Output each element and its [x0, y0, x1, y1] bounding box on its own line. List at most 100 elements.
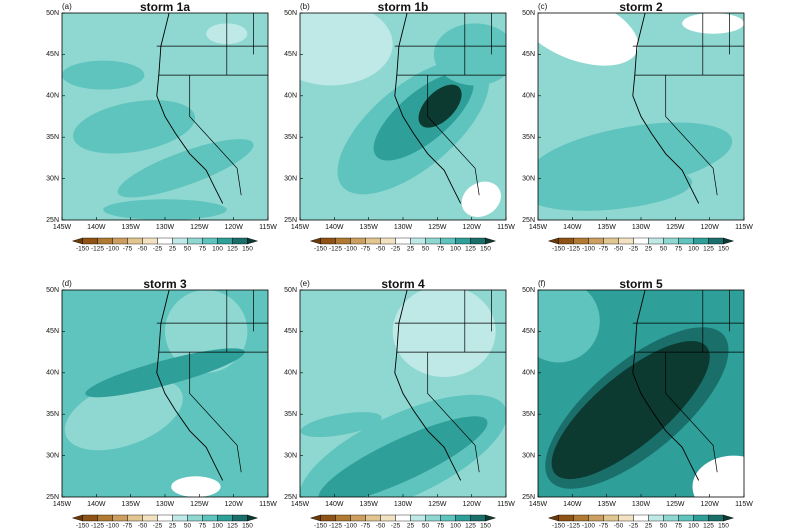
lon-label: 120W	[463, 501, 482, 508]
panel-title: storm 2	[619, 0, 663, 14]
panel-label: (a)	[62, 2, 72, 11]
colorbar-extension	[485, 237, 497, 245]
colorbar-extension	[71, 514, 83, 522]
lon-label: 120W	[225, 501, 244, 508]
colorbar-label: -25	[629, 523, 639, 530]
colorbar-segment	[648, 514, 664, 522]
colorbar-label: 25	[169, 523, 177, 530]
colorbar-label: 150	[718, 246, 729, 253]
lat-label: 25N	[46, 494, 59, 501]
colorbar-label: 50	[660, 523, 668, 530]
lat-label: 50N	[522, 287, 535, 294]
map-panel	[62, 13, 268, 220]
lon-label: 115W	[259, 501, 277, 508]
lon-label: 115W	[735, 224, 753, 231]
lat-label: 50N	[284, 287, 297, 294]
lat-label: 40N	[284, 93, 297, 100]
coastline	[394, 13, 462, 204]
colorbar-segment	[172, 514, 188, 522]
colorbar-extension	[723, 237, 735, 245]
colorbar-label: -150	[552, 523, 565, 530]
lon-label: 130W	[156, 501, 175, 508]
field-contour	[692, 455, 744, 497]
colorbar-segment	[232, 514, 248, 522]
lon-label: 140W	[87, 501, 106, 508]
colorbar-segment	[365, 237, 381, 245]
colorbar-label: -100	[582, 246, 595, 253]
colorbar-segment	[410, 237, 426, 245]
lon-label: 120W	[701, 501, 720, 508]
colorbar-segment	[455, 237, 471, 245]
lon-label: 135W	[360, 501, 379, 508]
coastline	[394, 290, 462, 481]
lat-label: 45N	[46, 328, 59, 335]
lon-label: 120W	[701, 224, 720, 231]
panel-title: storm 3	[143, 277, 187, 291]
colorbar-label: 125	[465, 246, 476, 253]
panel-title: storm 5	[619, 277, 663, 291]
lon-label: 135W	[122, 501, 141, 508]
colorbar-segment	[558, 237, 574, 245]
lat-label: 40N	[46, 370, 59, 377]
colorbar-label: -75	[123, 523, 133, 530]
lon-label: 135W	[122, 224, 141, 231]
colorbar-segment	[440, 514, 456, 522]
colorbar-segment	[425, 237, 441, 245]
colorbar-extension	[547, 514, 559, 522]
colorbar-label: 75	[675, 246, 683, 253]
colorbar-segment	[395, 514, 411, 522]
lat-label: 25N	[46, 217, 59, 224]
lon-label: 130W	[156, 224, 175, 231]
lat-label: 50N	[522, 10, 535, 17]
colorbar-extension	[71, 237, 83, 245]
field-contour	[538, 167, 693, 211]
colorbar-label: 125	[227, 523, 238, 530]
colorbar-label: 75	[675, 523, 683, 530]
lon-label: 125W	[190, 501, 209, 508]
field-contour	[538, 13, 639, 66]
colorbar-segment	[618, 514, 634, 522]
field-contour	[117, 139, 254, 198]
lat-label: 50N	[46, 10, 59, 17]
colorbar-segment	[708, 237, 724, 245]
lat-label: 30N	[522, 175, 535, 182]
colorbar-segment	[603, 237, 619, 245]
colorbar-label: -150	[76, 246, 89, 253]
coastline	[632, 13, 700, 204]
colorbar-segment	[217, 237, 233, 245]
colorbar-label: -125	[91, 246, 104, 253]
colorbar-segment	[202, 237, 218, 245]
lon-label: 135W	[598, 224, 617, 231]
panel-label: (d)	[62, 279, 72, 288]
colorbar-extension	[547, 237, 559, 245]
map-panel	[62, 290, 268, 497]
lat-label: 40N	[522, 93, 535, 100]
map-panel	[300, 290, 506, 497]
colorbar-label: 150	[480, 246, 491, 253]
lon-label: 135W	[360, 224, 379, 231]
lat-label: 40N	[522, 370, 535, 377]
colorbar-label: 75	[199, 523, 207, 530]
field-contour	[433, 23, 506, 86]
lat-label: 45N	[284, 328, 297, 335]
colorbar-label: -50	[376, 523, 386, 530]
lat-label: 25N	[284, 494, 297, 501]
colorbar-label: 100	[688, 246, 699, 253]
lat-label: 35N	[284, 134, 297, 141]
panel-label: (f)	[538, 279, 546, 288]
lat-label: 45N	[284, 51, 297, 58]
colorbar-label: 100	[212, 523, 223, 530]
colorbar-label: -75	[361, 246, 371, 253]
lat-label: 40N	[284, 370, 297, 377]
colorbar-extension	[247, 237, 259, 245]
colorbar-segment	[142, 237, 158, 245]
colorbar-label: 50	[422, 246, 430, 253]
colorbar-label: 50	[422, 523, 430, 530]
colorbar-label: 100	[450, 246, 461, 253]
colorbar-segment	[112, 237, 128, 245]
colorbar-label: -100	[344, 523, 357, 530]
colorbar-segment	[157, 237, 173, 245]
colorbar-segment	[455, 514, 471, 522]
lon-label: 140W	[325, 224, 344, 231]
colorbar-label: 100	[212, 246, 223, 253]
